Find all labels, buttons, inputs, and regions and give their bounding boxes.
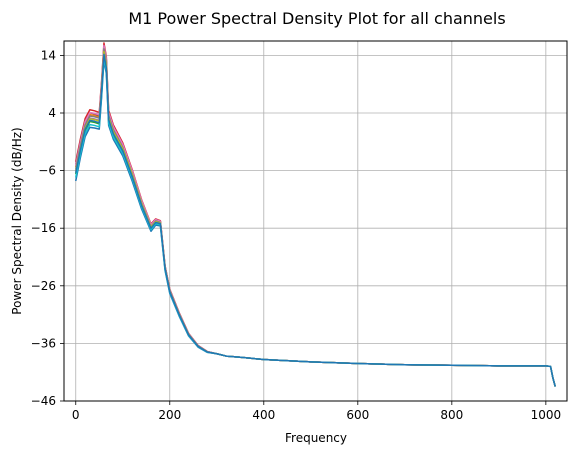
series-layer	[75, 42, 556, 387]
y-tick-label: −26	[31, 279, 56, 293]
x-tick-label: 600	[346, 408, 369, 422]
y-axis: 14 4 −6 −16 −26 −36 −46	[31, 48, 64, 408]
chart-title: M1 Power Spectral Density Plot for all c…	[128, 9, 505, 28]
x-tick-label: 0	[72, 408, 80, 422]
y-axis-label: Power Spectral Density (dB/Hz)	[10, 127, 24, 314]
series-line-7	[75, 44, 556, 387]
series-line-11	[75, 53, 556, 387]
series-line-10	[75, 57, 556, 387]
y-tick-label: 4	[48, 106, 56, 120]
x-axis-label: Frequency	[285, 431, 347, 445]
x-axis: 0 200 400 600 800 1000	[72, 401, 561, 422]
y-tick-label: −46	[31, 394, 56, 408]
grid-lines	[64, 41, 567, 402]
x-tick-label: 800	[440, 408, 463, 422]
y-tick-label: −6	[38, 164, 56, 178]
plot-frame	[63, 40, 568, 402]
y-tick-label: −16	[31, 221, 56, 235]
x-tick-label: 1000	[531, 408, 562, 422]
y-tick-label: 14	[41, 48, 56, 62]
x-tick-label: 200	[158, 408, 181, 422]
x-tick-label: 400	[252, 408, 275, 422]
y-tick-label: −36	[31, 336, 56, 350]
